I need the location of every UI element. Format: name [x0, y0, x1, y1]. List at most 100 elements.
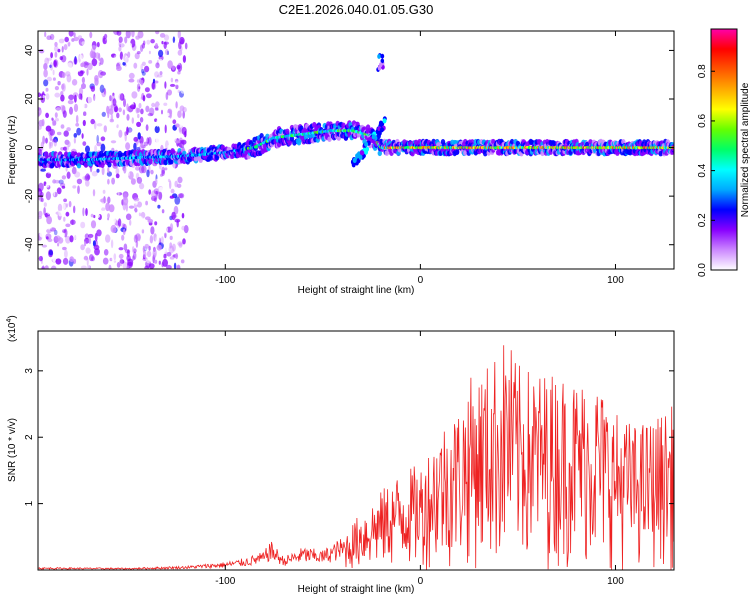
chart-title: C2E1.2026.040.01.05.G30: [279, 2, 434, 17]
noise-cell: [139, 117, 144, 123]
noise-cell: [38, 143, 41, 147]
noise-cell: [109, 95, 112, 102]
noise-cell: [45, 56, 49, 64]
noise-cell: [43, 202, 47, 207]
noise-cell: [154, 125, 160, 134]
colorbar-label: Normalized spectral amplitude: [740, 82, 750, 217]
noise-cell: [66, 127, 71, 132]
noise-cell: [183, 131, 187, 138]
noise-cell: [89, 254, 94, 262]
noise-cell: [166, 264, 172, 269]
branch-cell: [380, 53, 385, 59]
noise-cell: [177, 49, 183, 56]
noise-cell: [127, 42, 133, 49]
noise-cell: [175, 84, 179, 90]
noise-cell: [84, 233, 90, 240]
noise-cell: [87, 62, 93, 71]
noise-cell: [38, 262, 41, 268]
noise-cell: [51, 117, 54, 121]
noise-cell: [135, 239, 139, 248]
noise-cell: [152, 78, 156, 84]
noise-cell: [141, 71, 146, 76]
noise-cell: [139, 225, 145, 231]
noise-cell: [179, 193, 185, 199]
y-tick-label: 1: [24, 500, 35, 506]
noise-cell: [56, 131, 62, 136]
noise-cell: [80, 244, 85, 251]
noise-cell: [67, 41, 71, 47]
noise-cell: [180, 85, 186, 94]
noise-cell: [45, 112, 49, 119]
noise-cell: [141, 165, 147, 174]
noise-cell: [122, 196, 129, 206]
noise-cell: [174, 196, 181, 205]
noise-cell: [169, 83, 176, 87]
noise-cell: [177, 110, 182, 118]
y-tick-label: 3: [24, 368, 35, 374]
noise-cell: [51, 84, 55, 91]
noise-cell: [89, 31, 93, 39]
noise-cell: [174, 218, 181, 223]
snr-frame: [37, 330, 675, 571]
noise-cell: [138, 102, 142, 109]
noise-cell: [118, 253, 124, 259]
noise-cell: [149, 107, 155, 116]
noise-cell: [54, 179, 61, 184]
noise-cell: [118, 107, 122, 113]
noise-cell: [51, 265, 57, 269]
noise-cell: [95, 96, 99, 103]
noise-cell: [45, 236, 49, 240]
noise-cell: [171, 65, 175, 71]
noise-cell: [114, 118, 118, 126]
noise-cell: [146, 39, 151, 45]
snr-x-label: Height of straight line (km): [298, 584, 415, 595]
noise-cell: [136, 201, 142, 208]
noise-cell: [71, 219, 74, 226]
noise-cell: [47, 238, 53, 243]
noise-cell: [73, 137, 76, 144]
ridge-cell: [233, 143, 238, 150]
noise-cell: [113, 54, 120, 61]
noise-cell: [177, 193, 184, 198]
noise-cell: [49, 41, 55, 48]
snr-panel: -100 0 100 1 2 3 Height of straight line (km…: [6, 315, 675, 595]
noise-cell: [121, 223, 125, 229]
noise-cell: [181, 225, 186, 231]
noise-cell: [94, 75, 99, 82]
noise-cell: [73, 103, 79, 113]
noise-cell: [51, 138, 56, 143]
noise-cell: [90, 118, 95, 125]
noise-cell: [174, 180, 178, 188]
noise-cell: [96, 134, 99, 144]
ridge-cell: [107, 161, 112, 168]
noise-cell: [157, 182, 162, 187]
noise-cell: [161, 211, 166, 219]
noise-cell: [147, 209, 153, 217]
noise-cell: [68, 31, 74, 37]
noise-cell: [85, 263, 90, 269]
noise-cell: [161, 169, 165, 176]
noise-cell: [118, 93, 124, 101]
noise-cell: [54, 66, 58, 75]
noise-cell: [58, 179, 64, 185]
noise-cell: [71, 79, 78, 86]
noise-cell: [164, 124, 167, 134]
noise-cell: [171, 211, 176, 221]
noise-cell: [182, 238, 186, 245]
noise-cell: [133, 62, 138, 69]
noise-cell: [108, 108, 114, 115]
noise-cell: [148, 60, 153, 64]
ridge-cell: [289, 136, 295, 142]
noise-cell: [54, 118, 60, 122]
noise-cell: [114, 105, 119, 113]
noise-cell: [163, 102, 168, 107]
noise-cell: [155, 235, 161, 244]
noise-cell: [77, 185, 80, 194]
noise-cell: [84, 175, 87, 181]
noise-cell: [123, 167, 128, 173]
noise-cell: [124, 57, 129, 63]
noise-cell: [46, 228, 52, 234]
colorbar-tick-label: 0.2: [697, 213, 708, 227]
noise-cell: [81, 83, 86, 90]
noise-cell: [153, 188, 160, 195]
